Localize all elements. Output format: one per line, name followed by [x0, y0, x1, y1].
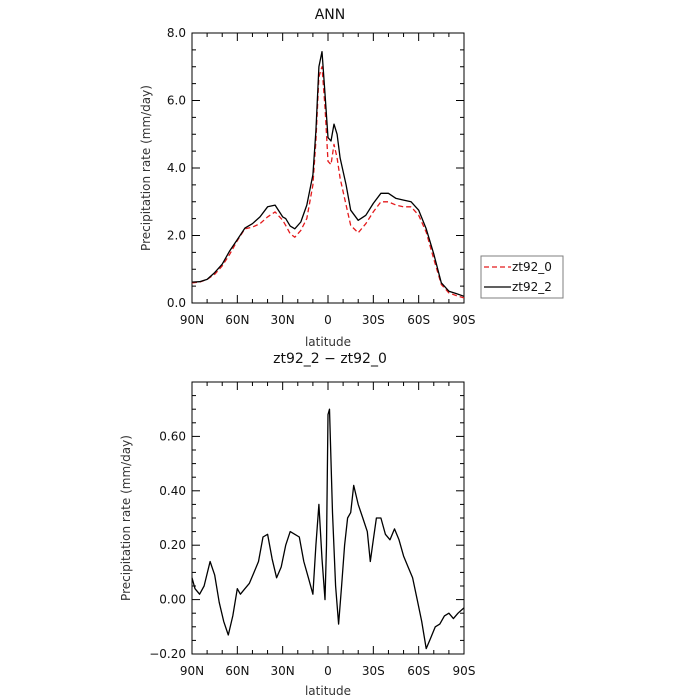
- top-x-tick-label: 90S: [453, 313, 476, 327]
- legend: zt92_0 zt92_2: [480, 255, 564, 299]
- top-x-tick-label: 0: [324, 313, 332, 327]
- bottom-x-tick-labels: 90N 60N 30N 0 30S 60S 90S: [180, 664, 476, 678]
- bottom-x-tick-label: 60S: [407, 664, 430, 678]
- bottom-x-tick-label: 90S: [453, 664, 476, 678]
- top-x-tick-label: 30S: [362, 313, 385, 327]
- bottom-series-line-0: [191, 408, 465, 650]
- bottom-y-tick-label: 0.40: [159, 484, 186, 498]
- top-y-tick-labels: 0.0 2.0 4.0 6.0 8.0: [167, 26, 186, 310]
- bottom-x-tick-label: 30N: [271, 664, 295, 678]
- top-series-line-zt92-0: [191, 66, 465, 299]
- top-y-tick-label: 4.0: [167, 161, 186, 175]
- top-panel: ANN 90N 60N 30N 0 30S 60S 90S 0.02.04.06.08.0 …: [139, 7, 564, 349]
- top-x-axis-title: latitude: [305, 335, 351, 349]
- top-y-tick-label: 0.0: [167, 296, 186, 310]
- bottom-y-axis-title: Precipitation rate (mm/day): [119, 435, 133, 601]
- top-series-lines: [191, 50, 465, 299]
- bottom-x-tick-label: 0: [324, 664, 332, 678]
- top-x-tick-label: 60S: [407, 313, 430, 327]
- bottom-y-tick-label: 0.60: [159, 429, 186, 443]
- bottom-x-tick-label: 30S: [362, 664, 385, 678]
- top-x-tick-labels: 90N 60N 30N 0 30S 60S 90S: [180, 313, 476, 327]
- legend-label-zt92-2: zt92_2: [512, 280, 552, 294]
- top-x-tick-label: 60N: [225, 313, 249, 327]
- bottom-x-tick-label: 90N: [180, 664, 204, 678]
- bottom-chart-title: zt92_2 − zt92_0: [273, 351, 387, 367]
- bottom-y-tick-label: 0.20: [159, 538, 186, 552]
- top-y-axis-title: Precipitation rate (mm/day): [139, 85, 153, 251]
- bottom-x-axis-title: latitude: [305, 684, 351, 698]
- bottom-x-tick-label: 60N: [225, 664, 249, 678]
- top-y-tick-label: 2.0: [167, 229, 186, 243]
- bottom-y-tick-labels: −0.20 0.00 0.20 0.40 0.60: [149, 429, 186, 661]
- top-plot-frame: [191, 32, 465, 304]
- top-x-tick-label: 90N: [180, 313, 204, 327]
- legend-label-zt92-0: zt92_0: [512, 260, 552, 274]
- top-x-tick-label: 30N: [271, 313, 295, 327]
- top-chart-title: ANN: [315, 7, 346, 23]
- top-y-tick-label: 8.0: [167, 26, 186, 40]
- bottom-y-tick-label: 0.00: [159, 593, 186, 607]
- top-series-line-zt92-2: [191, 50, 465, 297]
- top-y-tick-label: 6.0: [167, 94, 186, 108]
- bottom-series-lines: [191, 408, 465, 650]
- top-axis-ticks: [191, 32, 465, 304]
- bottom-panel: zt92_2 − zt92_0 90N 60N 30N 0 30S 60S 90S −0.2…: [119, 351, 475, 698]
- bottom-axis-ticks: [191, 381, 465, 655]
- legend-frame: [480, 255, 564, 299]
- bottom-y-tick-label: −0.20: [149, 647, 186, 661]
